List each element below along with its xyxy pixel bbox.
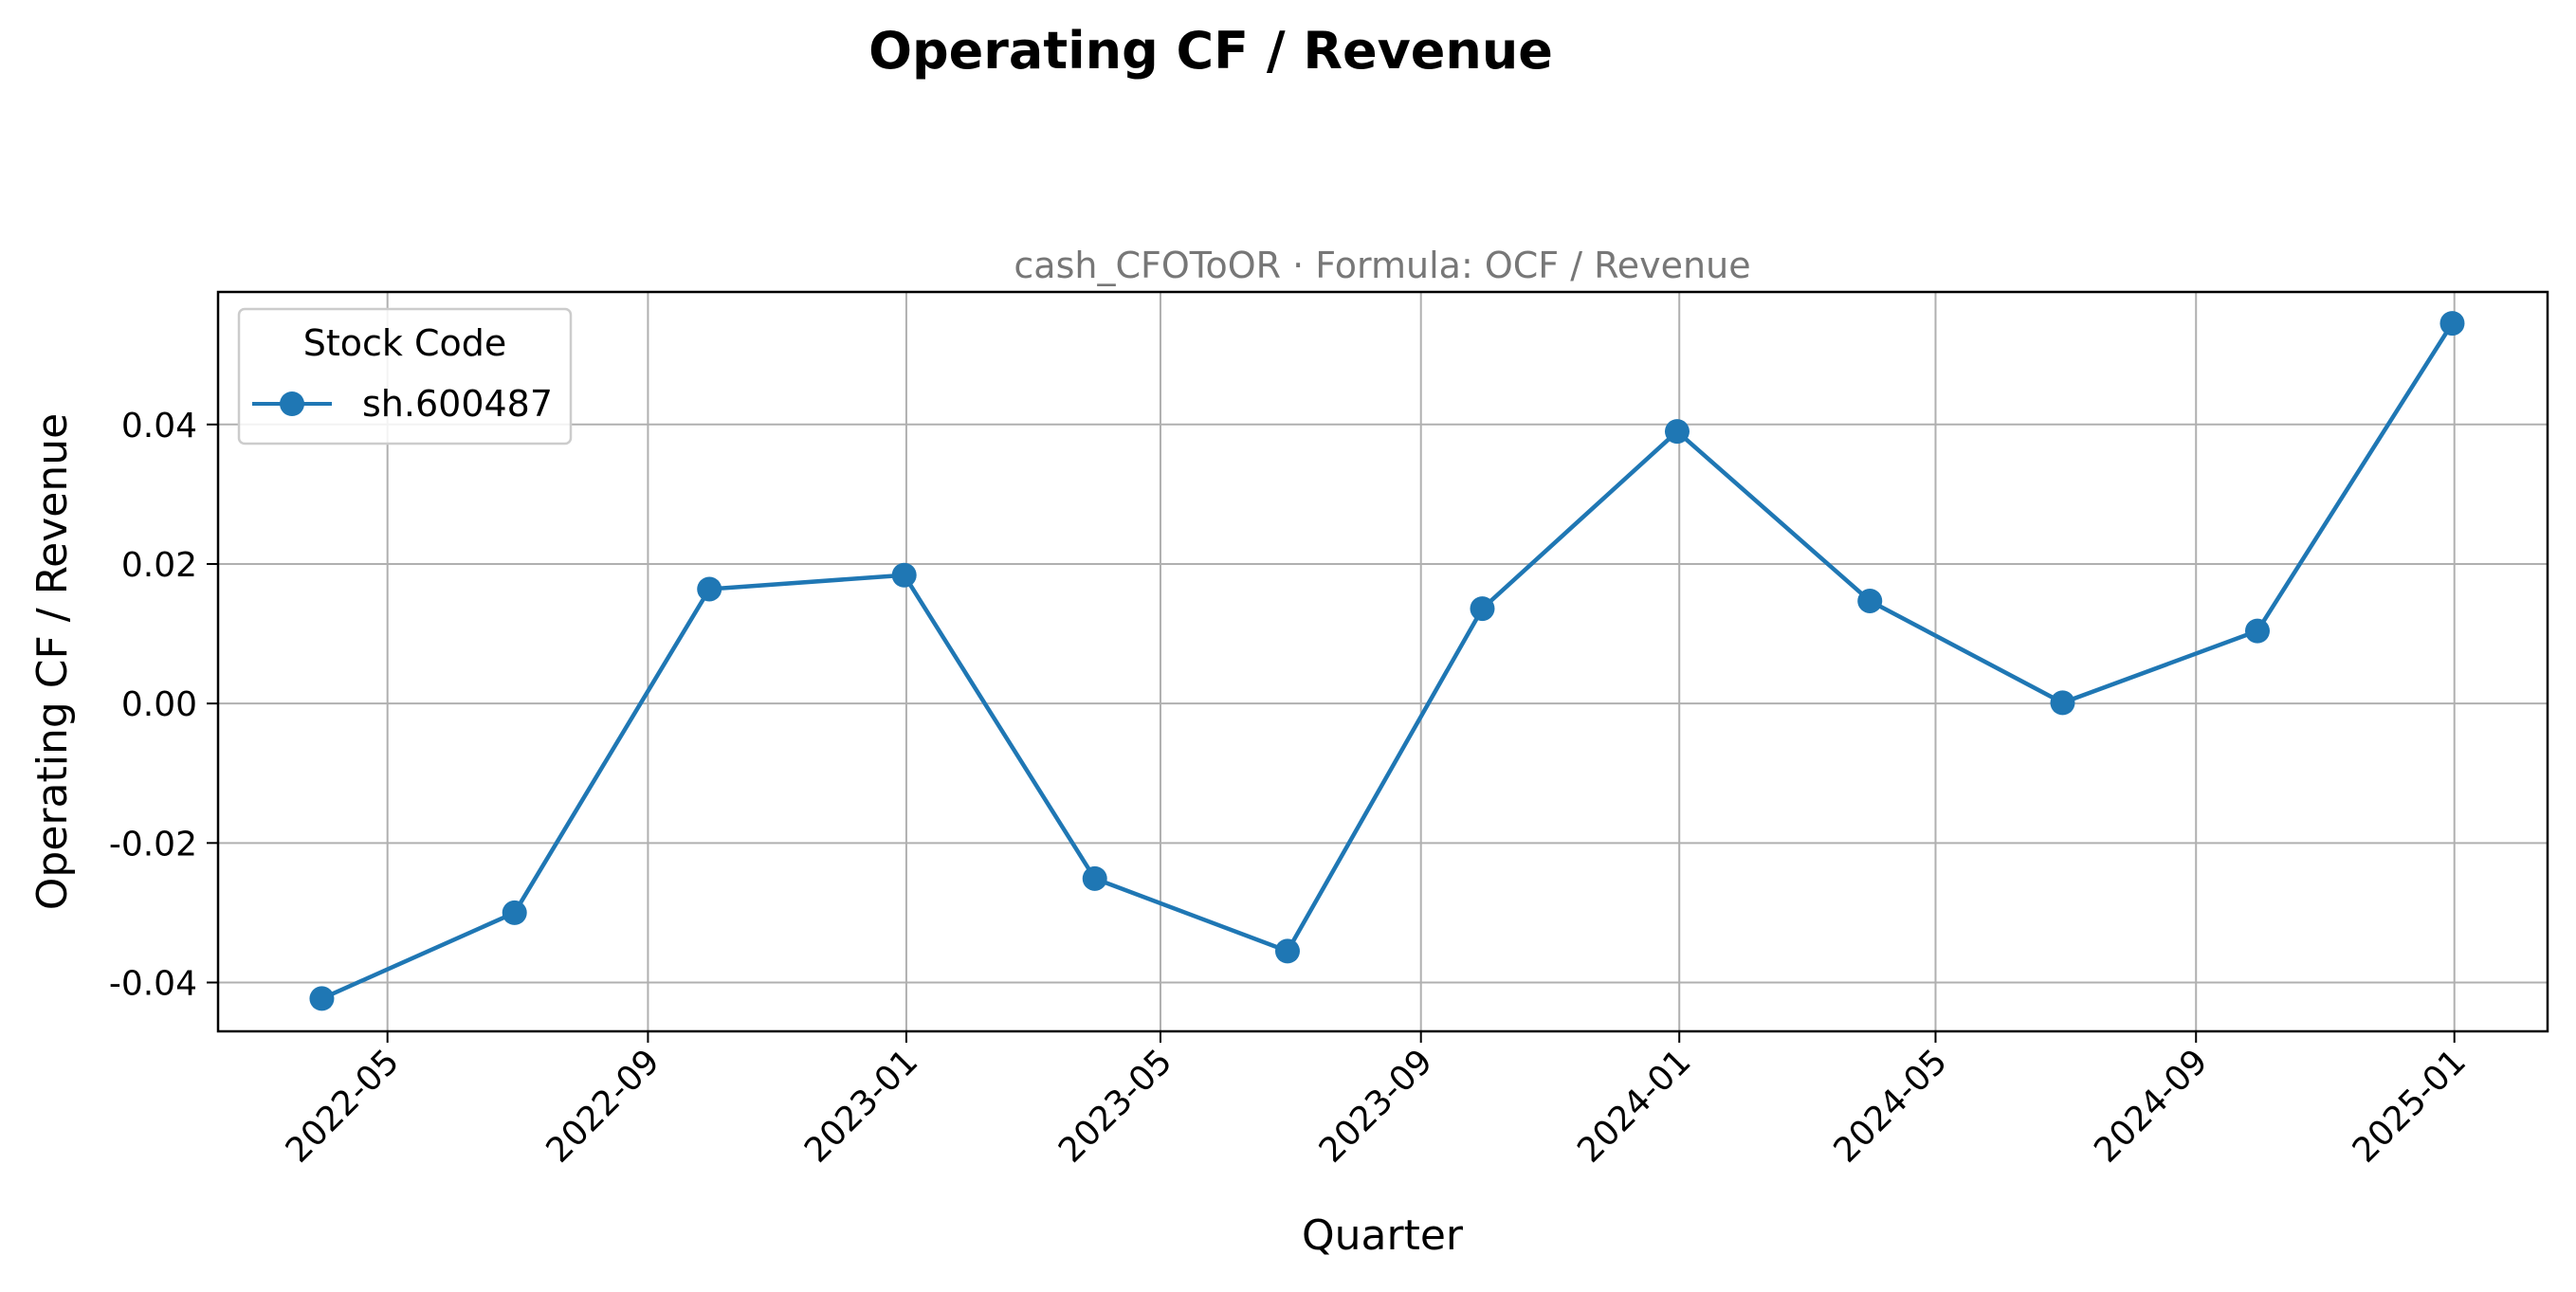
chart-title: Operating CF / Revenue bbox=[868, 21, 1553, 81]
data-point bbox=[2244, 618, 2270, 644]
x-tick-label: 2024-01 bbox=[1570, 1042, 1698, 1170]
chart-subtitle: cash_CFOToOR · Formula: OCF / Revenue bbox=[1014, 245, 1750, 286]
x-tick-label: 2024-05 bbox=[1826, 1042, 1954, 1170]
y-tick-label: -0.04 bbox=[109, 964, 197, 1003]
x-axis-label: Quarter bbox=[1302, 1211, 1464, 1260]
data-point bbox=[1857, 588, 1883, 613]
data-point bbox=[309, 986, 335, 1011]
data-point bbox=[2050, 690, 2075, 716]
series-line bbox=[320, 321, 2455, 1001]
grid-lines bbox=[218, 292, 2548, 1031]
x-axis: 2022-05 2022-09 2023-01 2023-05 2023-09 2024-… bbox=[279, 1031, 2474, 1171]
y-axis: -0.04 -0.02 0.00 0.02 0.04 bbox=[109, 407, 218, 1003]
x-tick-label: 2022-09 bbox=[539, 1042, 667, 1170]
x-tick-label: 2025-01 bbox=[2346, 1042, 2474, 1170]
x-tick-label: 2022-05 bbox=[279, 1042, 407, 1170]
data-point bbox=[1664, 419, 1690, 445]
data-point bbox=[2439, 311, 2465, 337]
data-point bbox=[502, 900, 527, 925]
x-tick-label: 2023-09 bbox=[1312, 1042, 1440, 1170]
series-layer bbox=[309, 311, 2465, 1011]
plot-area bbox=[216, 290, 2549, 1033]
y-tick-label: -0.02 bbox=[109, 825, 197, 864]
data-point bbox=[1082, 865, 1107, 891]
y-tick-label: 0.04 bbox=[121, 407, 197, 446]
legend-box bbox=[237, 307, 573, 446]
data-point bbox=[1274, 938, 1300, 964]
x-tick-label: 2024-09 bbox=[2087, 1042, 2215, 1170]
y-axis-label: Operating CF / Revenue bbox=[28, 413, 77, 910]
x-tick-label: 2023-01 bbox=[797, 1042, 925, 1170]
data-point bbox=[1470, 596, 1495, 622]
legend-label: sh.600487 bbox=[362, 383, 553, 425]
data-point bbox=[697, 576, 722, 602]
x-tick-label: 2023-05 bbox=[1051, 1042, 1179, 1170]
y-tick-label: 0.02 bbox=[121, 546, 197, 585]
y-tick-label: 0.00 bbox=[121, 685, 197, 724]
legend-title: Stock Code bbox=[303, 322, 507, 364]
data-point bbox=[891, 562, 917, 588]
legend-swatch-marker bbox=[280, 391, 304, 416]
legend: Stock Code sh.600487 bbox=[237, 307, 573, 446]
